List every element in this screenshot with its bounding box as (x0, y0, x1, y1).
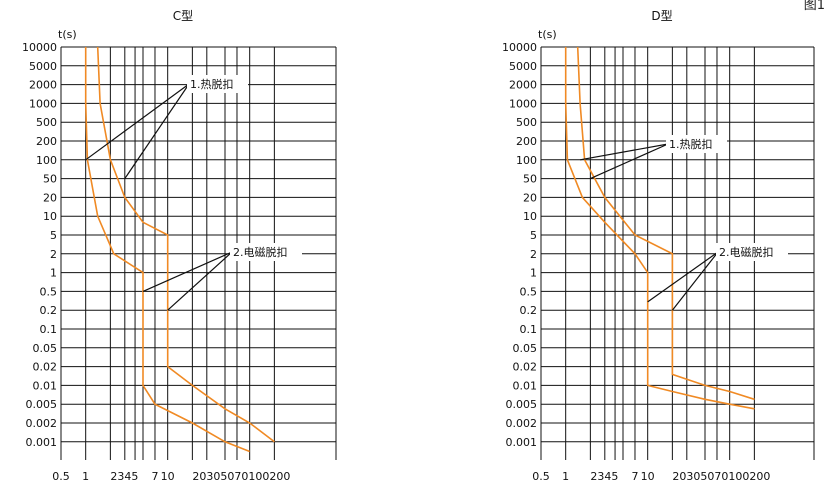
callout-leader (580, 143, 669, 161)
y-tick-label: 2000 (29, 79, 57, 92)
y-tick-label: 0.002 (506, 417, 538, 430)
x-tick-label: 1 (562, 470, 569, 481)
y-tick-label: 0.002 (26, 417, 58, 430)
y-tick-label: 20 (43, 191, 57, 204)
callout-box (230, 243, 302, 261)
x-tick-label: 7 (631, 470, 638, 481)
y-tick-label: 5 (50, 229, 57, 242)
chart-panel-1: C型 t(s)10000 5000 2000 1000 500 200 100 50 20 10 5 2… (22, 9, 337, 481)
y-tick-label: 0.5 (520, 285, 538, 298)
y-tick-label: 5 (530, 229, 537, 242)
y-tick-label: 0.005 (506, 398, 538, 411)
y-tick-label: 0.05 (513, 342, 538, 355)
x-tick-label: 1 (82, 470, 89, 481)
y-tick-label: 10000 (502, 41, 537, 54)
y-tick-label: 0.05 (33, 342, 58, 355)
callout-leader (167, 251, 233, 311)
x-tick-label: 2345 (590, 470, 618, 481)
y-tick-label: 1000 (509, 97, 537, 110)
figure-label: 图1 (803, 0, 825, 13)
callout-leader (124, 83, 190, 179)
callout-box (666, 135, 727, 153)
y-tick-label: 0.01 (33, 379, 58, 392)
curve-series-1 (84, 47, 250, 453)
y-tick-label: 0.1 (520, 323, 538, 336)
callout-label: 1.热脱扣 (669, 137, 713, 151)
x-tick-label: 7 (151, 470, 158, 481)
chart-title: C型 (173, 9, 193, 23)
y-tick-label: 10 (523, 210, 537, 223)
y-tick-label: 1000 (29, 97, 57, 110)
y-tick-label: 0.5 (40, 285, 58, 298)
y-tick-label: 0.1 (40, 323, 58, 336)
chart-panel-2: D型 t(s)10000 5000 2000 1000 500 200 100 50 20 10 5 2… (502, 9, 815, 481)
y-tick-label: 20 (523, 191, 537, 204)
x-tick-label: 20305070100200 (672, 470, 770, 481)
callout-leader (85, 83, 190, 161)
x-tick-label: 0.5 (52, 470, 70, 481)
y-tick-label: 500 (36, 116, 57, 129)
curve-series-1 (564, 47, 755, 410)
y-tick-label: 100 (516, 154, 537, 167)
y-tick-label: 1 (50, 267, 57, 280)
callout-label: 2.电磁脱扣 (233, 245, 288, 259)
x-tick-label: 10 (161, 470, 175, 481)
y-tick-label: 0.001 (506, 436, 538, 449)
y-tick-label: 10 (43, 210, 57, 223)
y-tick-label: 0.2 (40, 304, 58, 317)
y-tick-label: 1 (530, 267, 537, 280)
y-tick-label: 50 (43, 173, 57, 186)
y-tick-label: 200 (516, 135, 537, 148)
y-tick-label: 5000 (509, 60, 537, 73)
y-tick-label: 0.001 (26, 436, 58, 449)
callout-box (187, 75, 248, 93)
callout-label: 1.热脱扣 (190, 77, 234, 91)
y-tick-label: 500 (516, 116, 537, 129)
y-tick-label: 2 (50, 248, 57, 261)
callout-leader (142, 251, 233, 292)
y-tick-label: 0.01 (513, 379, 538, 392)
y-tick-label: 5000 (29, 60, 57, 73)
callout-leader (647, 251, 719, 303)
curve-series-2 (96, 46, 275, 443)
y-tick-label: 200 (36, 135, 57, 148)
y-tick-label: 0.005 (26, 398, 58, 411)
chart-title: D型 (651, 9, 672, 23)
y-tick-label: 10000 (22, 41, 57, 54)
y-tick-label: 0.02 (33, 361, 58, 374)
y-tick-label: 0.02 (513, 361, 538, 374)
x-tick-label: 2345 (110, 470, 138, 481)
callout-leader (590, 143, 669, 180)
callout-leader (671, 251, 719, 311)
y-tick-label: 0.2 (520, 304, 538, 317)
callout-box (716, 243, 788, 261)
y-axis-label: t(s) (538, 28, 557, 41)
curve-series-2 (576, 46, 755, 401)
callout-label: 2.电磁脱扣 (719, 245, 774, 259)
x-tick-label: 10 (641, 470, 655, 481)
y-tick-label: 50 (523, 173, 537, 186)
x-tick-label: 20305070100200 (192, 470, 290, 481)
y-tick-label: 100 (36, 154, 57, 167)
y-tick-label: 2 (530, 248, 537, 261)
y-axis-label: t(s) (58, 28, 77, 41)
x-tick-label: 0.5 (532, 470, 550, 481)
y-tick-label: 2000 (509, 79, 537, 92)
